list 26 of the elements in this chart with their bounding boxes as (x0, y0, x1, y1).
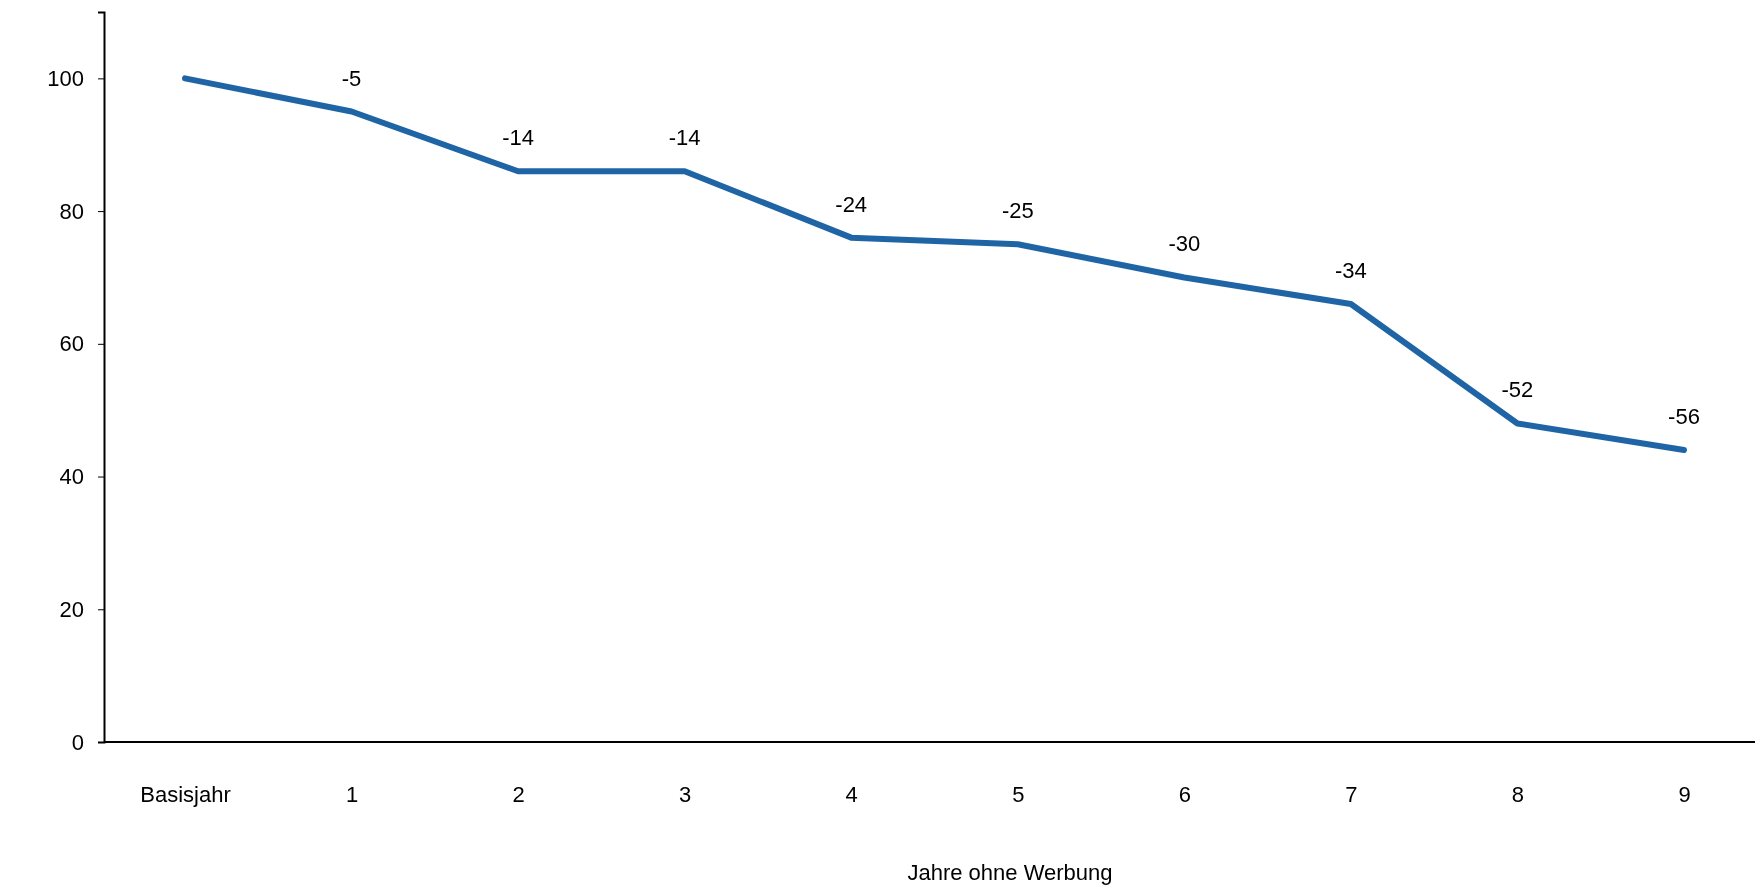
annotation: -56 (1668, 404, 1700, 429)
annotation: -25 (1001, 198, 1034, 224)
x-tick-label: 7 (1345, 781, 1358, 807)
x-tick-label: 3 (679, 781, 692, 807)
annotation: -24 (835, 191, 868, 217)
x-tick-label: 2 (512, 781, 525, 807)
annotation: -34 (1334, 258, 1367, 283)
annotation: -5 (341, 65, 362, 91)
x-tick-label: 4 (845, 781, 858, 807)
x-tick-label: 9 (1678, 781, 1691, 807)
x-tick-label: 5 (1012, 781, 1025, 807)
y-tick-label: 20 (59, 596, 84, 622)
x-tick-label: 1 (345, 781, 359, 807)
y-tick-label: 100 (47, 65, 84, 91)
x-tick-label: 6 (1178, 781, 1191, 807)
annotation: -30 (1168, 231, 1201, 257)
y-tick-label: 60 (59, 331, 84, 357)
x-tick-label: 8 (1511, 781, 1525, 807)
x-axis-title: Jahre ohne Werbung (907, 860, 1113, 885)
y-tick-label: 40 (59, 464, 84, 490)
y-tick-label: 0 (71, 729, 84, 755)
y-tick-label: 80 (59, 198, 84, 224)
annotation: -52 (1501, 377, 1534, 403)
annotation: -14 (668, 125, 701, 151)
x-tick-label: Basisjahr (140, 781, 231, 807)
annotation: -14 (502, 125, 535, 151)
